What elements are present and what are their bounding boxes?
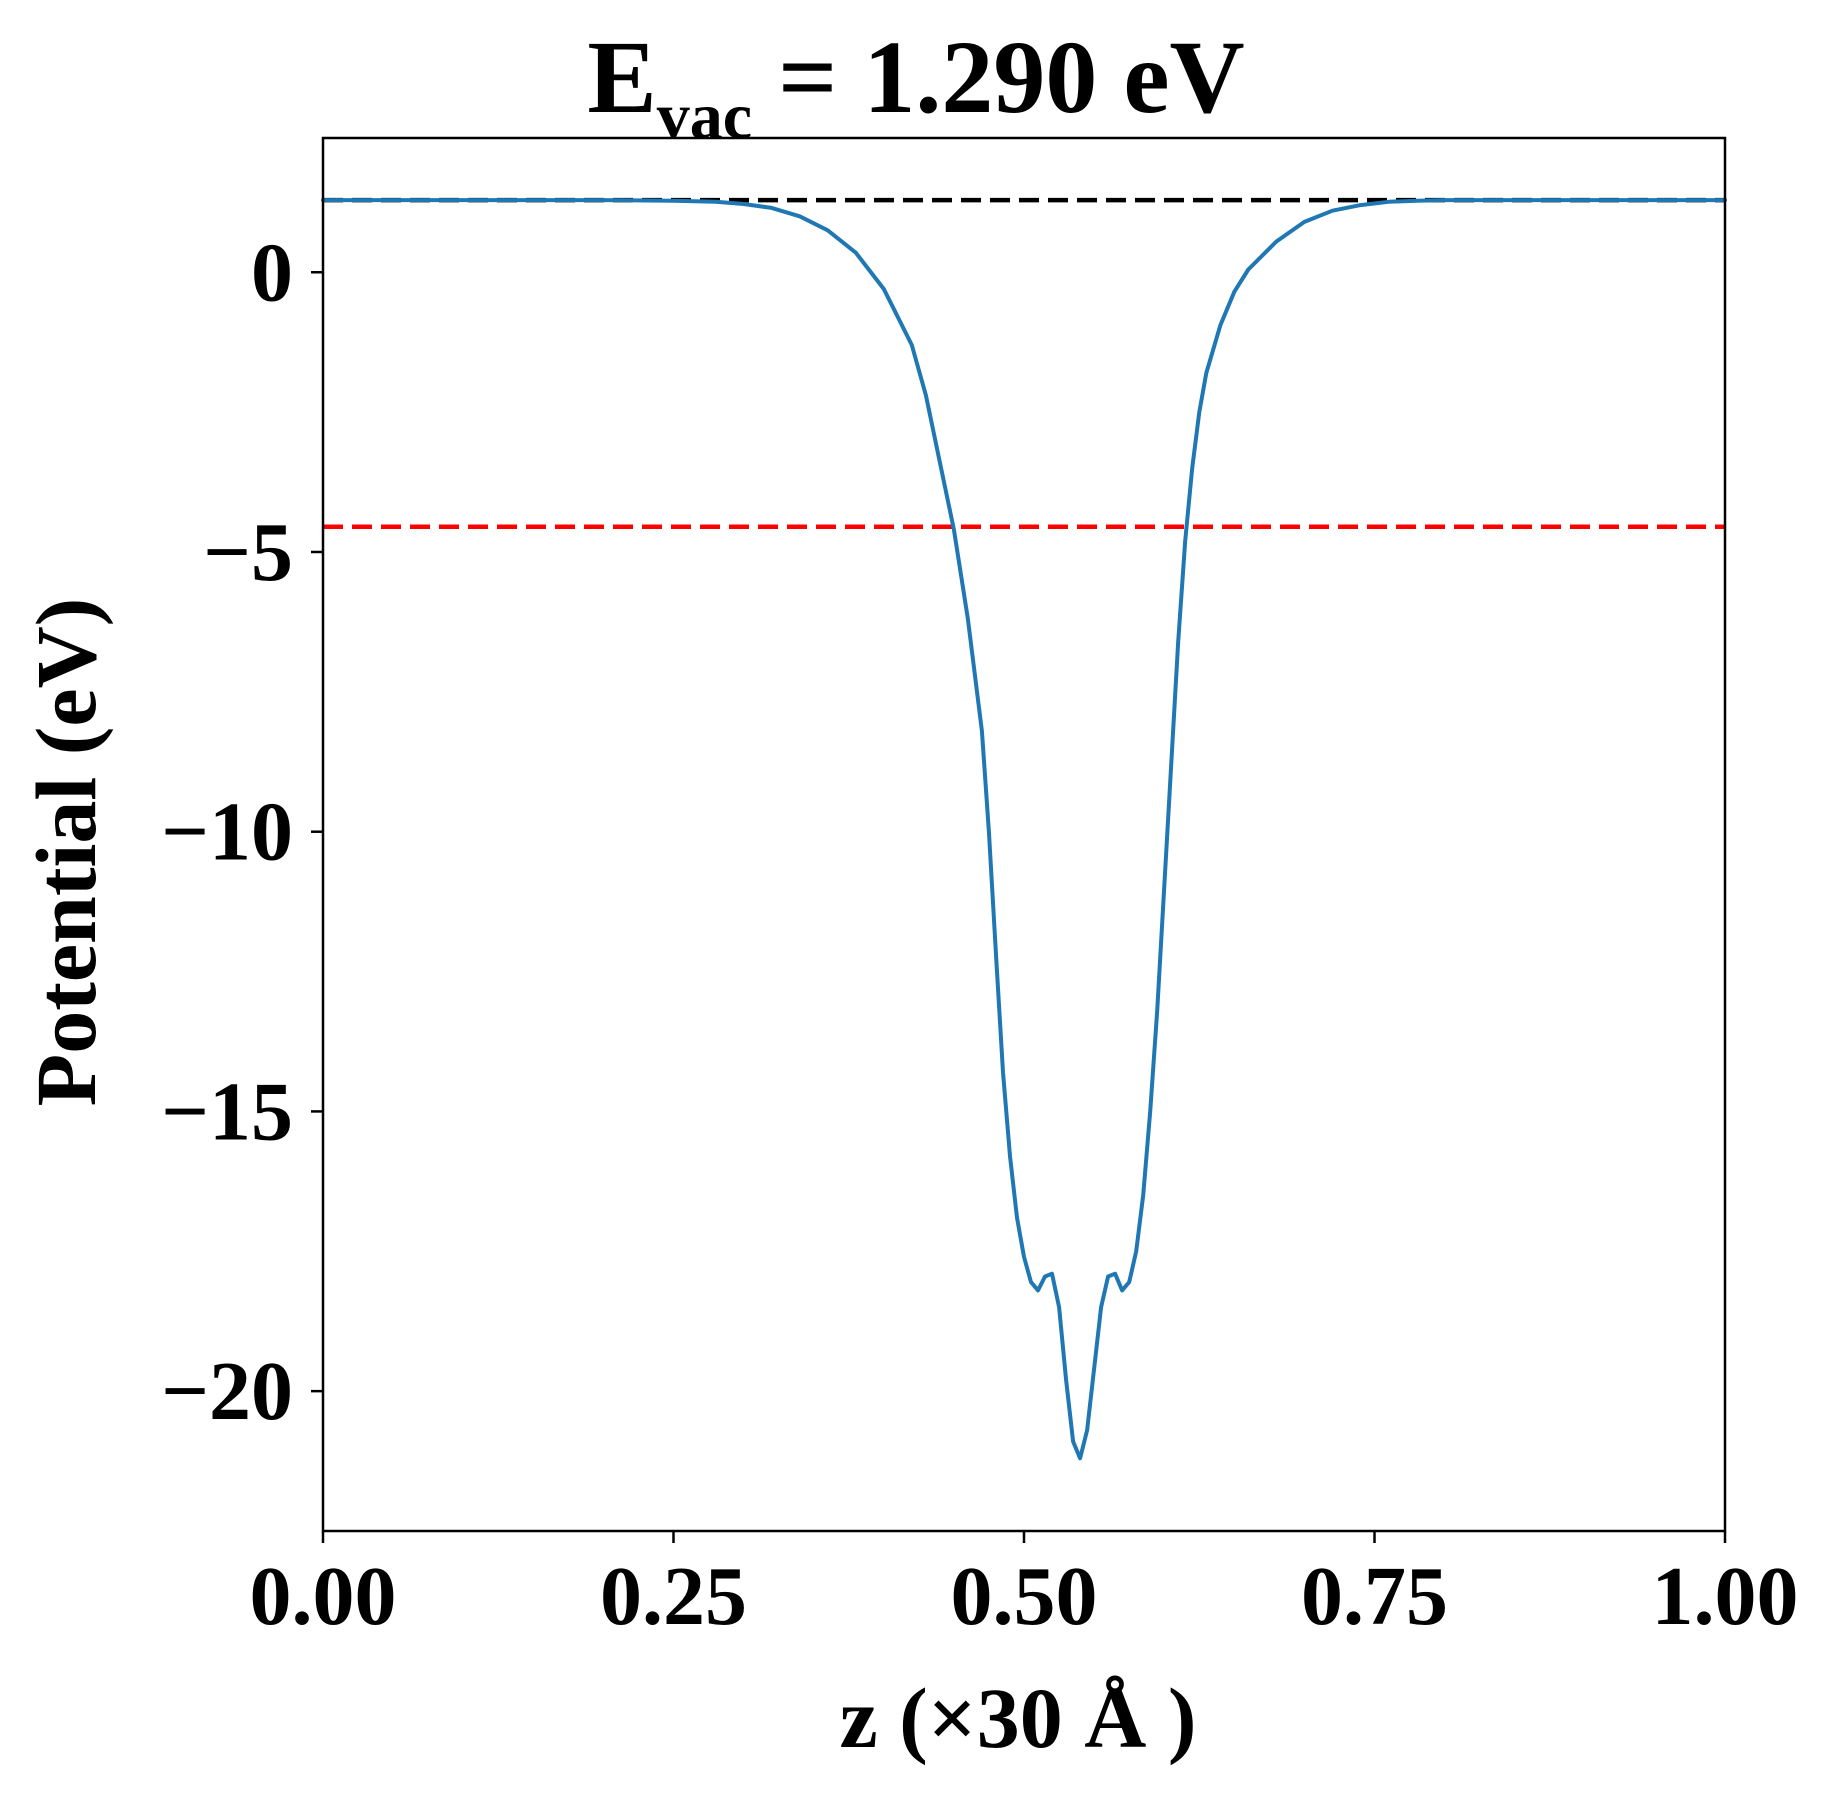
y-tick-label: −15 (161, 1065, 293, 1158)
x-tick-label: 0.50 (951, 1550, 1098, 1643)
x-tick-label: 0.00 (250, 1550, 397, 1643)
plot-frame (321, 136, 1727, 1533)
y-tick-label: 0 (251, 226, 293, 319)
plot-area (321, 136, 1727, 1533)
x-tick-label: 0.25 (600, 1550, 747, 1643)
y-axis-label: Potential (eV) (18, 598, 114, 1107)
series-line-1 (321, 198, 1727, 1461)
y-tick-label: −5 (203, 506, 293, 599)
x-tick-label: 0.75 (1301, 1550, 1448, 1643)
chart-title-suffix: = 1.290 eV (752, 20, 1245, 135)
chart-title-subscript: vac (657, 80, 752, 153)
x-tick-label: 1.00 (1652, 1550, 1799, 1643)
x-axis-ticks: 0.00 0.25 0.50 0.75 1.00 (250, 1531, 1799, 1643)
x-axis-label: z (×30 Å ) (839, 1670, 1196, 1766)
y-tick-label: −10 (161, 786, 293, 879)
y-tick-label: −20 (161, 1345, 293, 1438)
y-axis-ticks: 0 −5 −10 −15 −20 (161, 226, 323, 1438)
chart-title-prefix: E (587, 20, 656, 135)
chart-title: Evac = 1.290 eV (587, 20, 1244, 153)
